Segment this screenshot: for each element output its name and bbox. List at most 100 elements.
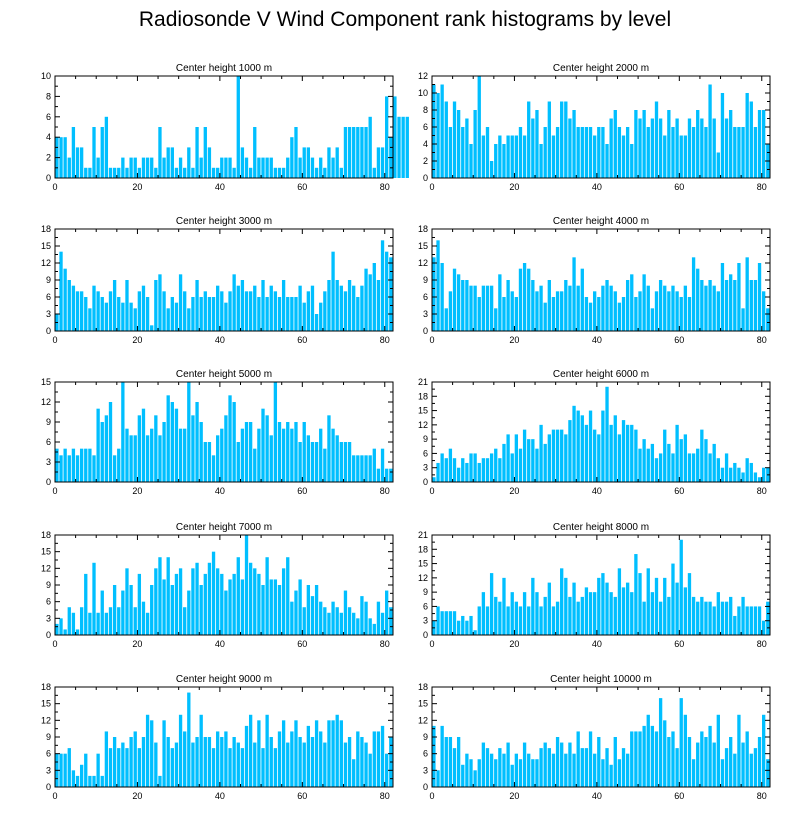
- bar: [564, 101, 568, 178]
- bar: [244, 422, 249, 482]
- bar: [335, 607, 339, 635]
- bar: [302, 422, 306, 482]
- bar: [663, 720, 667, 787]
- bar: [646, 714, 650, 787]
- bar: [310, 737, 315, 787]
- bar: [514, 135, 519, 178]
- bar: [675, 424, 679, 482]
- bar: [485, 127, 490, 178]
- bar: [191, 415, 195, 482]
- bar: [145, 612, 150, 635]
- bar: [108, 402, 113, 482]
- bar: [522, 592, 527, 635]
- bar: [203, 442, 207, 482]
- bar: [141, 157, 146, 178]
- bar: [220, 157, 224, 178]
- bar: [191, 742, 195, 787]
- bar: [224, 157, 228, 178]
- bar: [352, 455, 356, 482]
- bar: [232, 737, 236, 787]
- bar: [762, 110, 766, 178]
- y-tick-label: 15: [418, 699, 428, 709]
- bar: [601, 410, 605, 482]
- bar: [737, 714, 741, 787]
- bar: [625, 424, 630, 482]
- bar: [638, 291, 642, 331]
- bar: [129, 737, 133, 787]
- bar: [269, 285, 273, 331]
- bar: [191, 297, 195, 331]
- bar: [59, 251, 63, 331]
- bar: [716, 714, 720, 787]
- bar: [104, 116, 109, 178]
- bar: [364, 268, 368, 331]
- bar: [741, 596, 745, 635]
- bar: [663, 429, 667, 482]
- bar: [211, 748, 216, 787]
- bar: [174, 167, 179, 178]
- bar: [302, 147, 306, 178]
- bar: [683, 135, 688, 178]
- bar: [642, 439, 646, 482]
- bar: [687, 297, 692, 331]
- bar: [150, 157, 154, 178]
- bar: [232, 167, 236, 178]
- bar: [141, 408, 146, 482]
- bar: [762, 291, 766, 331]
- bar: [224, 590, 228, 635]
- bar: [465, 462, 469, 482]
- y-tick-label: 3: [46, 457, 51, 467]
- y-tick-label: 12: [41, 563, 51, 573]
- bar: [671, 127, 675, 178]
- bar: [440, 263, 444, 331]
- bar: [679, 135, 683, 178]
- bar: [753, 748, 758, 787]
- bar: [489, 573, 494, 635]
- bar: [244, 291, 249, 331]
- bar: [621, 297, 626, 331]
- bar: [741, 308, 745, 331]
- bar: [92, 775, 96, 787]
- bar: [216, 568, 220, 635]
- y-tick-label: 3: [46, 309, 51, 319]
- bar: [389, 468, 393, 482]
- bar: [141, 737, 146, 787]
- bar: [145, 157, 150, 178]
- bar: [518, 448, 523, 482]
- bar: [121, 590, 125, 635]
- bar: [269, 579, 273, 635]
- bar: [170, 748, 174, 787]
- bar: [199, 585, 203, 635]
- y-tick-label: 3: [423, 616, 428, 626]
- bar: [448, 291, 453, 331]
- bar: [757, 263, 762, 331]
- bar: [518, 127, 523, 178]
- bar: [617, 434, 622, 482]
- bar: [281, 428, 286, 482]
- bar: [436, 240, 440, 331]
- bar: [481, 592, 486, 635]
- bar: [461, 615, 465, 635]
- bar: [92, 562, 96, 635]
- bar: [448, 611, 453, 635]
- bar: [440, 453, 444, 482]
- bar: [323, 448, 327, 482]
- bar: [593, 592, 597, 635]
- bar: [294, 422, 298, 482]
- bar: [385, 251, 389, 331]
- x-tick-label: 40: [592, 639, 602, 649]
- bar: [356, 618, 360, 635]
- bar: [331, 157, 335, 178]
- bar: [191, 568, 195, 635]
- y-tick-label: 12: [41, 258, 51, 268]
- bar: [535, 291, 539, 331]
- bar: [654, 291, 659, 331]
- bar: [469, 453, 473, 482]
- bar: [170, 585, 174, 635]
- bar: [203, 291, 207, 331]
- bar: [716, 152, 720, 178]
- bar: [712, 742, 716, 787]
- bar: [642, 725, 646, 787]
- bar: [473, 453, 477, 482]
- bar: [323, 291, 327, 331]
